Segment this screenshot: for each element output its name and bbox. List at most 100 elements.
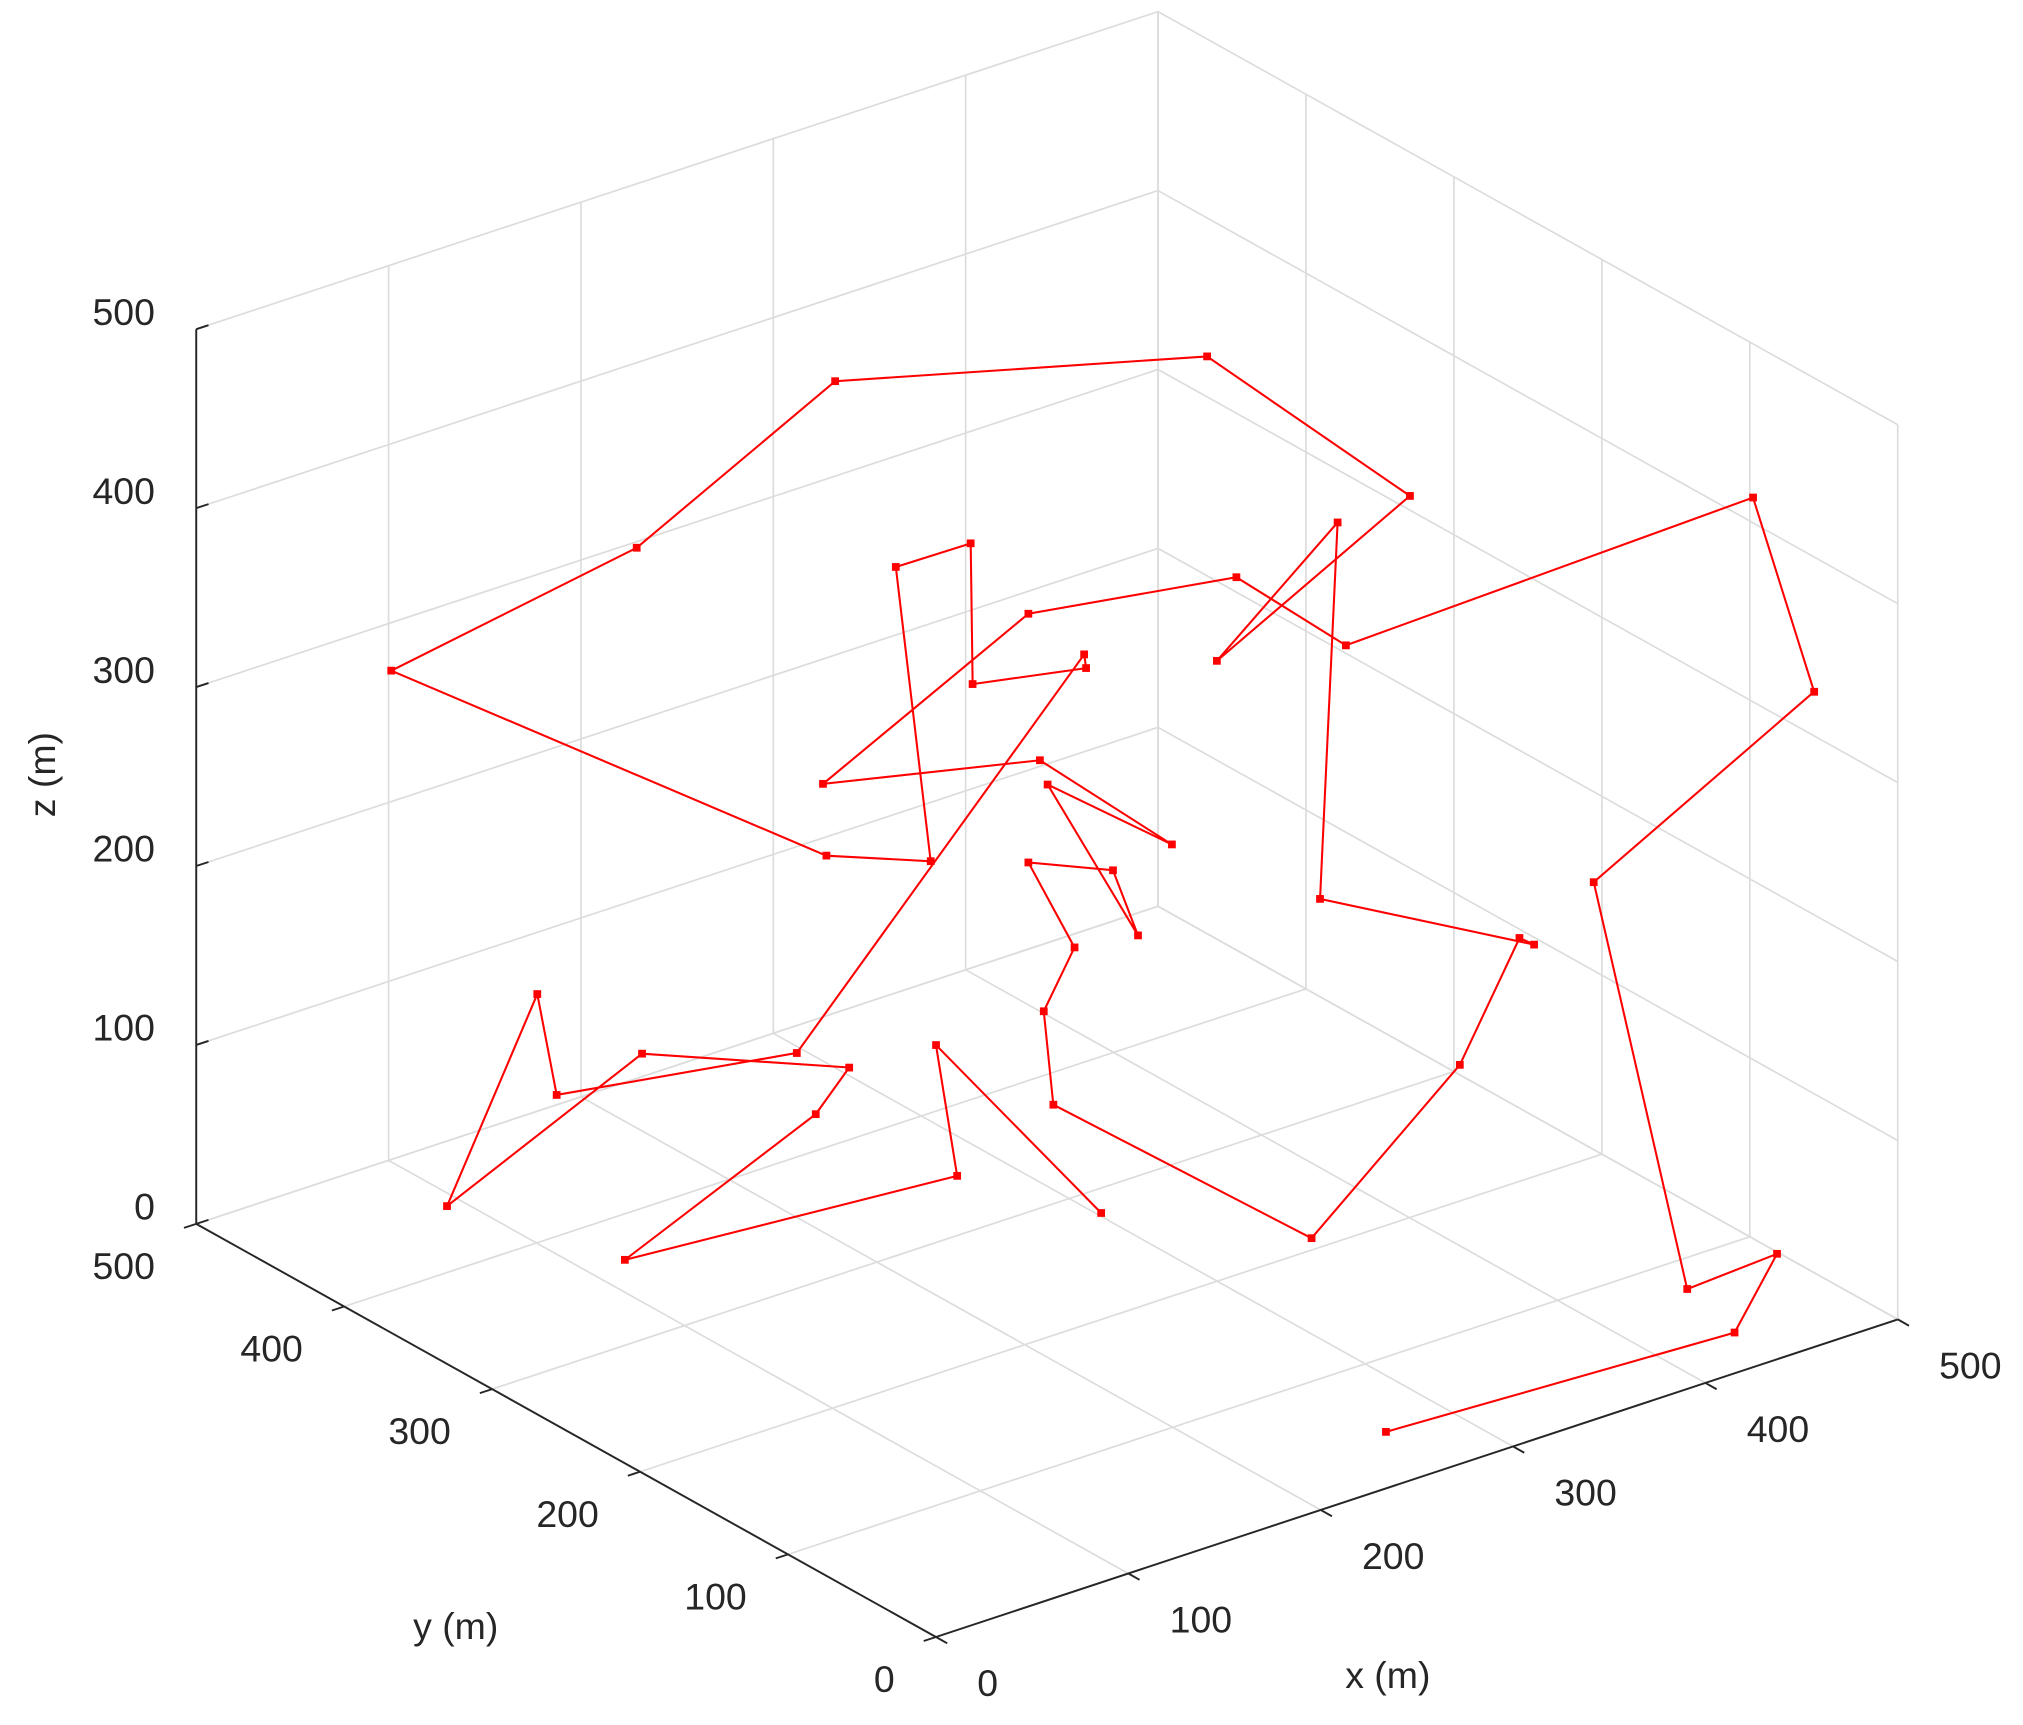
data-point: [1455, 1060, 1464, 1069]
data-point: [1109, 866, 1117, 875]
grid-line: [491, 1070, 1455, 1390]
y-tick-label: 200: [536, 1493, 598, 1535]
data-point: [1024, 858, 1033, 867]
x-tick: [1897, 1318, 1910, 1327]
grid: [195, 10, 1899, 1638]
z-tick: [195, 682, 209, 688]
grid-line: [195, 189, 1159, 509]
data-point: [533, 990, 542, 998]
data-point: [1134, 931, 1142, 940]
z-tick-label: 500: [92, 291, 154, 333]
y-axis-label: y (m): [413, 1605, 498, 1647]
z-tick-label: 400: [92, 470, 154, 512]
data-point: [891, 563, 900, 571]
grid-line: [195, 726, 1159, 1046]
data-line: [388, 355, 1816, 1433]
x-axis-label: x (m): [1345, 1654, 1430, 1696]
data-point: [1406, 492, 1414, 500]
data-point: [1049, 1100, 1058, 1109]
data-point: [387, 666, 396, 675]
x-tick: [1127, 1572, 1141, 1581]
data-point: [1730, 1328, 1739, 1337]
data-point: [1307, 1234, 1316, 1243]
data-point: [552, 1091, 561, 1099]
data-point: [792, 1049, 801, 1057]
data-point: [819, 779, 827, 788]
x-axis-line: [935, 1318, 1899, 1638]
data-point: [822, 851, 831, 860]
z-tick: [195, 324, 209, 331]
x-tick: [1512, 1445, 1525, 1454]
data-point: [1203, 352, 1211, 361]
x-tick: [1320, 1509, 1333, 1518]
data-point: [811, 1110, 820, 1119]
y-tick-label: 500: [92, 1245, 154, 1287]
x-tick: [1704, 1382, 1718, 1391]
grid-line: [1157, 189, 1899, 605]
y-tick-label: 300: [388, 1410, 450, 1452]
grid-line: [388, 1159, 1129, 1575]
z-tick: [195, 1218, 209, 1225]
grid-line: [787, 1235, 1751, 1556]
data-point: [443, 1202, 451, 1210]
x-tick: [935, 1636, 948, 1645]
data-point: [926, 857, 935, 866]
z-tick: [195, 503, 209, 510]
data-point: [932, 1041, 940, 1049]
x-tick-label: 400: [1747, 1408, 1809, 1450]
data-point: [1043, 780, 1052, 789]
data-point: [1213, 656, 1221, 665]
y-tick: [775, 1553, 789, 1560]
data-point: [1683, 1285, 1692, 1293]
data-point: [1515, 934, 1524, 942]
y-tick: [479, 1388, 493, 1395]
grid-line: [1157, 368, 1899, 784]
grid-line: [772, 1032, 1514, 1448]
axes: 0 100 200 300 400 500 0 100 200 300 400 500 0 100 200 3…: [92, 291, 2001, 1704]
data-point: [831, 377, 840, 386]
x-tick-label: 200: [1362, 1535, 1424, 1577]
data-point: [1070, 943, 1079, 952]
data-point: [1382, 1427, 1390, 1436]
x-tick-label: 500: [1939, 1344, 2001, 1386]
z-tick: [195, 861, 209, 867]
grid-line: [1157, 10, 1899, 426]
z-tick-label: 0: [134, 1186, 155, 1228]
y-tick-label: 400: [240, 1328, 302, 1370]
data-point: [1773, 1249, 1781, 1258]
data-point: [845, 1063, 854, 1072]
y-axis-line: [195, 1223, 937, 1638]
data-point: [1024, 609, 1033, 618]
data-point: [1342, 641, 1350, 650]
data-point: [1036, 756, 1044, 765]
plot-area: 0 100 200 300 400 500 0 100 200 300 400 500 0 100 200 3…: [21, 10, 2002, 1704]
z-tick-label: 300: [92, 649, 154, 691]
data-point: [638, 1049, 646, 1058]
y-tick-label: 100: [684, 1575, 746, 1617]
y-tick-label: 0: [874, 1658, 895, 1700]
data-point: [620, 1255, 629, 1264]
x-tick-label: 300: [1554, 1471, 1616, 1513]
data-point: [1082, 664, 1090, 672]
series: [387, 352, 1819, 1436]
data-point: [1333, 518, 1342, 527]
y-tick: [331, 1305, 345, 1312]
z-tick: [195, 1040, 209, 1046]
z-tick-label: 200: [92, 828, 154, 870]
grid-line: [580, 1096, 1322, 1511]
x-tick-label: 0: [977, 1662, 998, 1704]
y-tick: [923, 1636, 937, 1642]
grid-line: [639, 1153, 1603, 1473]
data-point: [953, 1171, 962, 1180]
z-axis-label: z (m): [21, 732, 63, 817]
grid-line: [1157, 726, 1899, 1142]
data-point: [968, 680, 977, 688]
data-point: [1530, 940, 1538, 949]
y-tick: [627, 1470, 641, 1477]
data-point: [1589, 878, 1598, 887]
data-point: [1039, 1007, 1048, 1016]
data-point: [966, 539, 975, 548]
